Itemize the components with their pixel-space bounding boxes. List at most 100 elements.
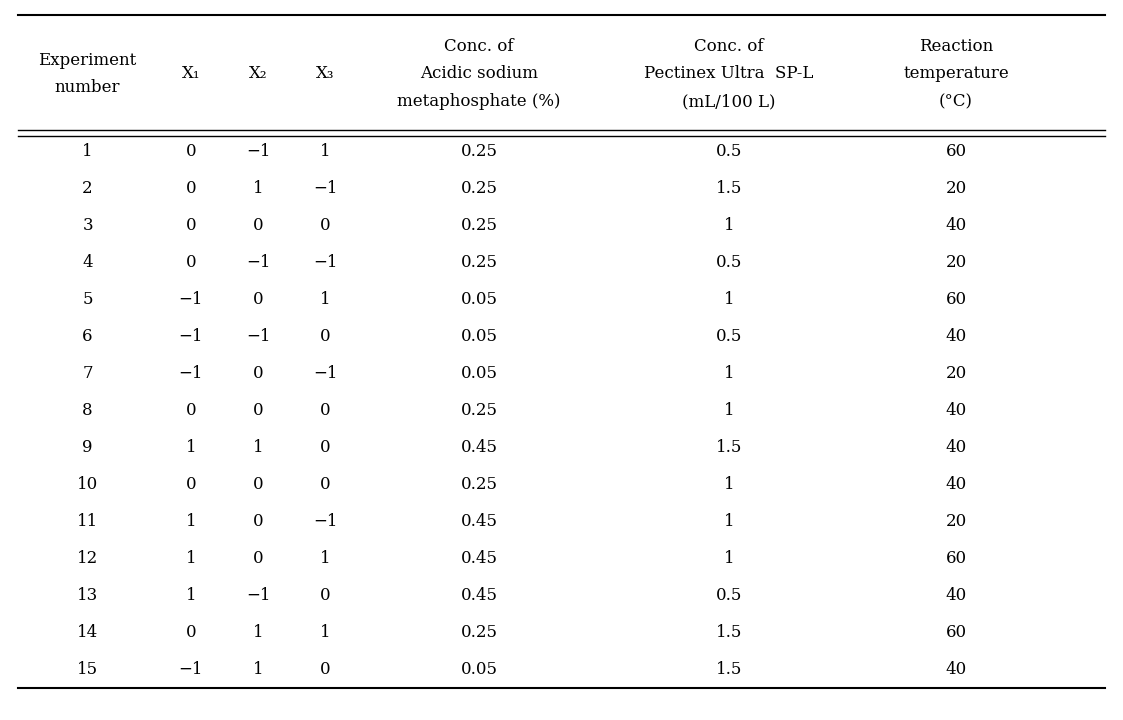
Text: 1: 1 <box>185 513 197 530</box>
Text: 0: 0 <box>185 143 197 160</box>
Text: −1: −1 <box>246 587 271 604</box>
Text: 12: 12 <box>77 550 98 567</box>
Text: 20: 20 <box>946 513 967 530</box>
Text: 40: 40 <box>946 217 967 234</box>
Text: 60: 60 <box>946 550 967 567</box>
Text: 0: 0 <box>320 217 331 234</box>
Text: 0.25: 0.25 <box>460 143 497 160</box>
Text: 40: 40 <box>946 402 967 419</box>
Text: 0: 0 <box>185 402 197 419</box>
Text: 20: 20 <box>946 365 967 382</box>
Text: 20: 20 <box>946 254 967 271</box>
Text: 0: 0 <box>320 439 331 456</box>
Text: 20: 20 <box>946 180 967 197</box>
Text: −1: −1 <box>246 328 271 345</box>
Text: 1: 1 <box>723 476 734 493</box>
Text: 0: 0 <box>253 550 264 567</box>
Text: 40: 40 <box>946 476 967 493</box>
Text: 0.25: 0.25 <box>460 624 497 641</box>
Text: 8: 8 <box>82 402 93 419</box>
Text: 0: 0 <box>253 217 264 234</box>
Text: 0.25: 0.25 <box>460 217 497 234</box>
Text: X₁: X₁ <box>182 66 200 83</box>
Text: 10: 10 <box>77 476 98 493</box>
Text: 1.5: 1.5 <box>715 661 742 678</box>
Text: 0: 0 <box>320 661 331 678</box>
Text: 2: 2 <box>82 180 93 197</box>
Text: 0.45: 0.45 <box>460 513 497 530</box>
Text: 0: 0 <box>185 254 197 271</box>
Text: 0.45: 0.45 <box>460 587 497 604</box>
Text: 1: 1 <box>185 587 197 604</box>
Text: 0: 0 <box>320 402 331 419</box>
Text: 1: 1 <box>723 513 734 530</box>
Text: 1.5: 1.5 <box>715 180 742 197</box>
Text: 14: 14 <box>77 624 98 641</box>
Text: 4: 4 <box>82 254 93 271</box>
Text: X₃: X₃ <box>317 66 335 83</box>
Text: 0: 0 <box>185 476 197 493</box>
Text: 0: 0 <box>185 180 197 197</box>
Text: 1: 1 <box>185 439 197 456</box>
Text: 0.5: 0.5 <box>715 254 742 271</box>
Text: 0: 0 <box>185 624 197 641</box>
Text: 40: 40 <box>946 328 967 345</box>
Text: 15: 15 <box>77 661 98 678</box>
Text: 1: 1 <box>723 365 734 382</box>
Text: 9: 9 <box>82 439 93 456</box>
Text: 60: 60 <box>946 143 967 160</box>
Text: Conc. of
Acidic sodium
metaphosphate (%): Conc. of Acidic sodium metaphosphate (%) <box>398 38 560 110</box>
Text: 1.5: 1.5 <box>715 624 742 641</box>
Text: 60: 60 <box>946 291 967 308</box>
Text: 1: 1 <box>253 180 264 197</box>
Text: 0.45: 0.45 <box>460 550 497 567</box>
Text: 1: 1 <box>253 439 264 456</box>
Text: 40: 40 <box>946 661 967 678</box>
Text: 0.5: 0.5 <box>715 328 742 345</box>
Text: 40: 40 <box>946 587 967 604</box>
Text: 1: 1 <box>320 550 331 567</box>
Text: 40: 40 <box>946 439 967 456</box>
Text: 60: 60 <box>946 624 967 641</box>
Text: 1: 1 <box>253 661 264 678</box>
Text: 13: 13 <box>77 587 98 604</box>
Text: −1: −1 <box>179 291 203 308</box>
Text: 7: 7 <box>82 365 93 382</box>
Text: 0: 0 <box>320 587 331 604</box>
Text: 0: 0 <box>253 365 264 382</box>
Text: 11: 11 <box>77 513 98 530</box>
Text: Experiment
number: Experiment number <box>38 52 137 96</box>
Text: 1: 1 <box>320 291 331 308</box>
Text: 1: 1 <box>320 143 331 160</box>
Text: 0.5: 0.5 <box>715 143 742 160</box>
Text: 1: 1 <box>723 217 734 234</box>
Text: 1: 1 <box>253 624 264 641</box>
Text: 0.05: 0.05 <box>460 328 497 345</box>
Text: −1: −1 <box>246 143 271 160</box>
Text: 0.25: 0.25 <box>460 402 497 419</box>
Text: −1: −1 <box>246 254 271 271</box>
Text: 6: 6 <box>82 328 93 345</box>
Text: 0.05: 0.05 <box>460 291 497 308</box>
Text: 0: 0 <box>320 476 331 493</box>
Text: 1: 1 <box>185 550 197 567</box>
Text: 0.25: 0.25 <box>460 476 497 493</box>
Text: X₂: X₂ <box>249 66 267 83</box>
Text: 0.25: 0.25 <box>460 180 497 197</box>
Text: 0.05: 0.05 <box>460 365 497 382</box>
Text: 0.5: 0.5 <box>715 587 742 604</box>
Text: Conc. of
Pectinex Ultra  SP-L
(mL/100 L): Conc. of Pectinex Ultra SP-L (mL/100 L) <box>645 38 813 110</box>
Text: −1: −1 <box>179 365 203 382</box>
Text: −1: −1 <box>313 365 338 382</box>
Text: −1: −1 <box>179 661 203 678</box>
Text: 0: 0 <box>185 217 197 234</box>
Text: 1: 1 <box>82 143 93 160</box>
Text: 1: 1 <box>723 550 734 567</box>
Text: 0: 0 <box>320 328 331 345</box>
Text: 0: 0 <box>253 513 264 530</box>
Text: Reaction
temperature
(°C): Reaction temperature (°C) <box>903 38 1008 110</box>
Text: −1: −1 <box>179 328 203 345</box>
Text: −1: −1 <box>313 513 338 530</box>
Text: 1.5: 1.5 <box>715 439 742 456</box>
Text: 1: 1 <box>320 624 331 641</box>
